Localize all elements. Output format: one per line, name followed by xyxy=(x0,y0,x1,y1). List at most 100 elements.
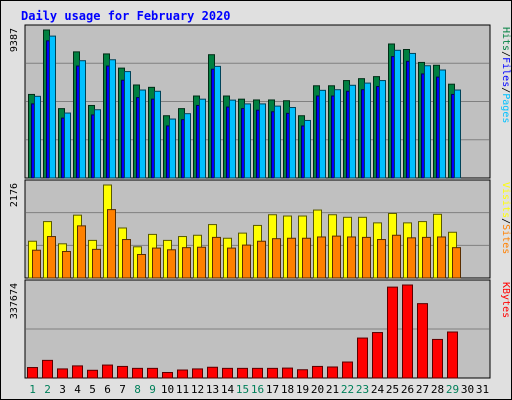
kbytes-bar-kbytes xyxy=(72,365,83,379)
x-tick-label: 24 xyxy=(371,383,385,396)
hits-bar-pages xyxy=(169,118,176,179)
visits-bar-sites xyxy=(152,247,161,279)
hits-bar-pages xyxy=(304,119,311,179)
kbytes-bar-kbytes xyxy=(282,367,293,379)
visits-bar-sites xyxy=(47,236,56,279)
hits-bar-pages xyxy=(49,35,56,179)
y-max-label: 337674 xyxy=(9,283,20,319)
hits-bar-pages xyxy=(199,98,206,179)
kbytes-bar-kbytes xyxy=(192,368,203,379)
kbytes-bar-kbytes xyxy=(147,367,158,379)
kbytes-bar-kbytes xyxy=(402,284,413,379)
kbytes-bar-kbytes xyxy=(222,367,233,379)
visits-bar-sites xyxy=(92,248,101,279)
legend-entry: Visits xyxy=(500,182,511,218)
hits-bar-pages xyxy=(379,80,386,179)
x-tick-label: 14 xyxy=(221,383,235,396)
hits-bar-pages xyxy=(94,109,101,179)
visits-bar-sites xyxy=(437,236,446,279)
x-tick-label: 6 xyxy=(104,383,111,396)
legend-entry: Hits xyxy=(500,27,511,51)
visits-bar-sites xyxy=(332,235,341,279)
visits-bar-sites xyxy=(407,237,416,279)
kbytes-bar-kbytes xyxy=(267,367,278,379)
visits-bar-sites xyxy=(122,239,131,279)
hits-bar-pages xyxy=(454,89,461,179)
x-tick-label: 28 xyxy=(431,383,444,396)
hits-bar-pages xyxy=(394,49,401,179)
hits-bar-pages xyxy=(109,59,116,179)
visits-bar-sites xyxy=(302,237,311,279)
visits-bar-sites xyxy=(197,246,206,279)
hits-bar-pages xyxy=(64,112,71,179)
kbytes-bar-kbytes xyxy=(447,331,458,379)
kbytes-bar-kbytes xyxy=(162,371,173,379)
x-tick-label: 22 xyxy=(341,383,354,396)
visits-bar-sites xyxy=(182,247,191,279)
x-tick-label: 17 xyxy=(266,383,279,396)
visits-bar-sites xyxy=(257,240,266,279)
hits-bar-pages xyxy=(439,69,446,179)
hits-bar-pages xyxy=(79,60,86,179)
legend-hits-text: Hits/Files/Pages xyxy=(500,27,511,123)
x-tick-label: 12 xyxy=(191,383,204,396)
kbytes-bar-kbytes xyxy=(57,368,68,379)
hits-bar-pages xyxy=(154,90,161,179)
visits-bar-sites xyxy=(287,237,296,279)
hits-bar-pages xyxy=(229,99,236,179)
x-tick-label: 29 xyxy=(446,383,459,396)
legend-entry: Sites xyxy=(500,224,511,254)
visits-bar-sites xyxy=(272,238,281,279)
hits-bar-pages xyxy=(259,103,266,179)
legend-entry: / xyxy=(500,51,511,57)
x-tick-label: 16 xyxy=(251,383,264,396)
hits-bar-pages xyxy=(244,103,251,179)
hits-bar-pages xyxy=(334,89,341,179)
kbytes-bar-kbytes xyxy=(132,367,143,379)
kbytes-bar-kbytes xyxy=(372,332,383,379)
legend-visits-text: Visits/Sites xyxy=(500,182,511,254)
legend-entry: / xyxy=(500,218,511,224)
kbytes-bar-kbytes xyxy=(207,366,218,379)
x-tick-label: 3 xyxy=(59,383,66,396)
hits-bar-pages xyxy=(319,89,326,179)
x-tick-label: 1 xyxy=(29,383,36,396)
x-tick-label: 11 xyxy=(176,383,189,396)
visits-bar-sites xyxy=(107,209,116,279)
x-tick-label: 27 xyxy=(416,383,429,396)
x-tick-label: 5 xyxy=(89,383,96,396)
kbytes-bar-kbytes xyxy=(117,365,128,379)
kbytes-bar-kbytes xyxy=(432,338,443,379)
visits-bar-sites xyxy=(362,236,371,279)
x-tick-label: 25 xyxy=(386,383,399,396)
visits-bar-sites xyxy=(212,236,221,279)
kbytes-bar-kbytes xyxy=(342,361,353,379)
x-tick-label: 10 xyxy=(161,383,174,396)
visits-bar-sites xyxy=(377,239,386,279)
x-tick-label: 15 xyxy=(236,383,249,396)
legend-kbytes-text: KBytes xyxy=(500,282,511,318)
kbytes-bar-kbytes xyxy=(387,286,398,379)
hits-bar-pages xyxy=(289,107,296,179)
x-tick-label: 21 xyxy=(326,383,339,396)
x-tick-label: 13 xyxy=(206,383,219,396)
legend-entry: Pages xyxy=(500,93,511,123)
kbytes-bar-kbytes xyxy=(102,364,113,379)
visits-bar-sites xyxy=(452,247,461,279)
visits-bar-sites xyxy=(227,247,236,279)
kbytes-bar-kbytes xyxy=(312,365,323,379)
hits-bar-pages xyxy=(274,105,281,179)
kbytes-bar-kbytes xyxy=(417,303,428,379)
x-tick-label: 8 xyxy=(134,383,141,396)
visits-bar-sites xyxy=(317,236,326,279)
legend-entry: / xyxy=(500,87,511,93)
visits-bar-sites xyxy=(167,249,176,279)
chart-title: Daily usage for February 2020 xyxy=(21,9,231,23)
x-tick-label: 30 xyxy=(461,383,474,396)
y-max-label: 9387 xyxy=(9,28,20,52)
kbytes-bar-kbytes xyxy=(177,369,188,379)
hits-bar-pages xyxy=(139,89,146,179)
x-tick-label: 31 xyxy=(476,383,489,396)
x-tick-label: 7 xyxy=(119,383,126,396)
